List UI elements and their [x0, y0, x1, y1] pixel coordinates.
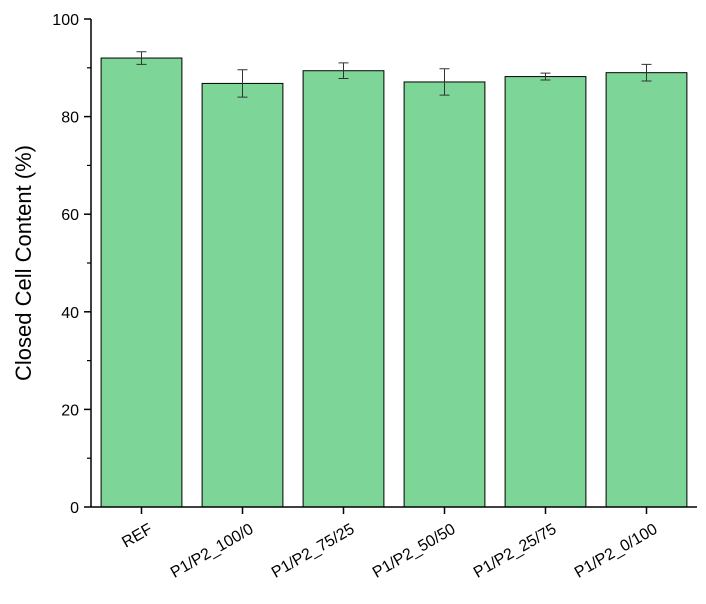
x-tick-label-2: P1/P2_75/25	[269, 521, 358, 582]
y-ticks-group: 0 20 40 60 80 100	[52, 12, 91, 517]
y-tick-label-1: 20	[61, 402, 79, 419]
y-axis-title: Closed Cell Content (%)	[11, 145, 36, 381]
y-tick-label-4: 80	[61, 110, 79, 127]
error-bar-4	[540, 72, 551, 81]
bar-2	[302, 70, 385, 508]
bar-0	[100, 57, 183, 508]
error-bar-0	[136, 51, 147, 65]
bar-3	[403, 81, 486, 508]
error-bars-group	[136, 51, 652, 98]
error-bar-2	[338, 62, 349, 80]
bar-4	[504, 76, 587, 508]
error-bar-5	[641, 63, 652, 82]
bar-5	[605, 72, 688, 508]
y-tick-label-5: 100	[52, 12, 79, 29]
x-tick-label-5: P1/P2_0/100	[572, 521, 661, 582]
error-bar-3	[439, 68, 450, 96]
x-tick-label-3: P1/P2_50/50	[370, 521, 459, 582]
bars-group	[100, 57, 688, 508]
x-tick-label-4: P1/P2_25/75	[471, 521, 560, 582]
bar-1	[201, 82, 284, 508]
x-tick-label-1: P1/P2_100/0	[168, 521, 257, 582]
x-tick-label-0: REF	[119, 521, 155, 552]
x-ticks-group: REF P1/P2_100/0 P1/P2_75/25 P1/P2_50/50 P1/P…	[119, 507, 661, 582]
error-bar-1	[237, 69, 248, 98]
y-tick-label-3: 60	[61, 207, 79, 224]
y-tick-label-0: 0	[70, 500, 79, 517]
y-tick-label-2: 40	[61, 305, 79, 322]
